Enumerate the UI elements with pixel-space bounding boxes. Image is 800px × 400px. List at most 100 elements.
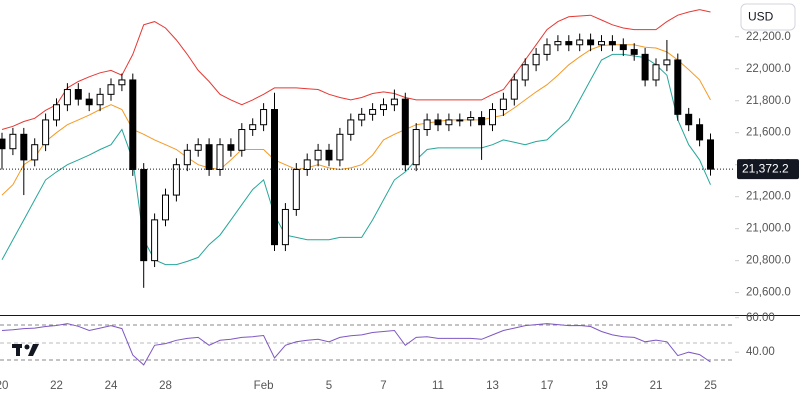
candle-body [0,138,6,150]
candle-body [510,79,518,100]
candle-body [227,144,235,151]
candle-body [216,144,224,170]
candle-body [369,109,377,115]
candle-body [445,119,453,126]
candle-body [576,39,584,46]
candle-body [151,219,159,262]
x-tick-label: 13 [486,380,499,392]
candle-body [205,144,213,170]
logo-dot [24,344,30,350]
logo-stem [16,344,20,356]
last-price-label: 21,372.2 [742,161,789,175]
candle-body [663,59,671,66]
candle-body [423,119,431,131]
currency-label[interactable]: USD [748,10,774,24]
x-tick-label: 7 [380,380,386,392]
y-tick-label: 22,200.0 [746,31,791,43]
candle-body [85,98,93,106]
candle-body [685,113,693,126]
x-tick-label: 17 [541,380,554,392]
candle-body [31,144,39,161]
candle-body [303,159,311,170]
candle-body [107,84,115,95]
x-tick-label: 21 [650,380,663,392]
candle-body [96,93,104,106]
candle-body [238,129,246,151]
y-tick-label: 22,000.0 [746,63,791,75]
candle-body [434,119,442,126]
candle-body [172,164,180,196]
bollinger-band [1,44,711,196]
rsi-tick-label: 60.00 [746,312,775,324]
logo-slash [28,344,39,356]
candle-body [467,117,475,121]
candle-body [489,109,496,126]
x-tick-label: 22 [50,380,63,392]
candle-body [608,41,616,46]
candle-body [521,64,529,81]
candle-body [63,89,71,106]
candle-body [129,79,137,170]
candle-body [380,104,387,111]
x-tick-label: Feb [254,380,274,392]
candle-body [390,98,398,106]
candle-body [641,53,649,81]
x-tick-label: 19 [595,380,608,392]
candle-body [532,53,540,66]
candle-body [652,64,660,81]
candle-body [401,98,409,166]
candle-body [630,49,638,55]
candle-body [707,139,714,170]
candle-body [42,119,50,146]
candle-body [20,133,28,161]
rsi-line [1,323,711,366]
x-tick-label: 24 [105,380,118,392]
candle-body [543,44,551,55]
x-tick-label: 25 [704,380,717,392]
candle-body [281,208,289,246]
candle-body [347,119,355,135]
y-tick-label: 21,600.0 [746,127,791,139]
candle-body [619,44,627,51]
candle-body [118,79,126,86]
candle-body [325,149,333,161]
candle-body [9,133,17,150]
y-tick-label: 21,800.0 [746,95,791,107]
y-tick-label: 20,600.0 [746,287,791,299]
candle-body [74,89,82,100]
candle-body [271,109,278,246]
candle-body [249,124,257,131]
candle-body [674,59,682,115]
candle-body [478,117,486,126]
y-tick-label: 21,200.0 [746,191,791,203]
candle-body [587,39,595,46]
candle-body [183,149,191,166]
currency-button[interactable] [740,3,796,31]
bollinger-band [1,53,711,266]
rsi-tick-label: 40.00 [746,346,775,358]
candle-body [336,133,344,161]
candle-body [696,124,704,141]
last-price-box [737,159,799,180]
candle-body [292,168,300,210]
x-tick-label: 20 [0,380,8,392]
candle-body [554,41,562,46]
x-tick-label: 28 [159,380,172,392]
candle-body [499,98,507,111]
candle-body [565,41,573,46]
candle-body [314,149,322,161]
x-tick-label: 11 [432,380,444,392]
candle-body [358,113,366,121]
candle-body [53,104,60,121]
bollinger-band [1,9,711,130]
candle-body [194,144,202,151]
candle-body [412,129,420,166]
candle-body [456,119,464,122]
candle-body [140,168,148,262]
candle-body [598,41,605,46]
y-tick-label: 21,000.0 [746,223,791,235]
candle-body [260,109,268,126]
x-tick-label: 5 [326,380,332,392]
y-tick-label: 20,800.0 [746,255,791,267]
